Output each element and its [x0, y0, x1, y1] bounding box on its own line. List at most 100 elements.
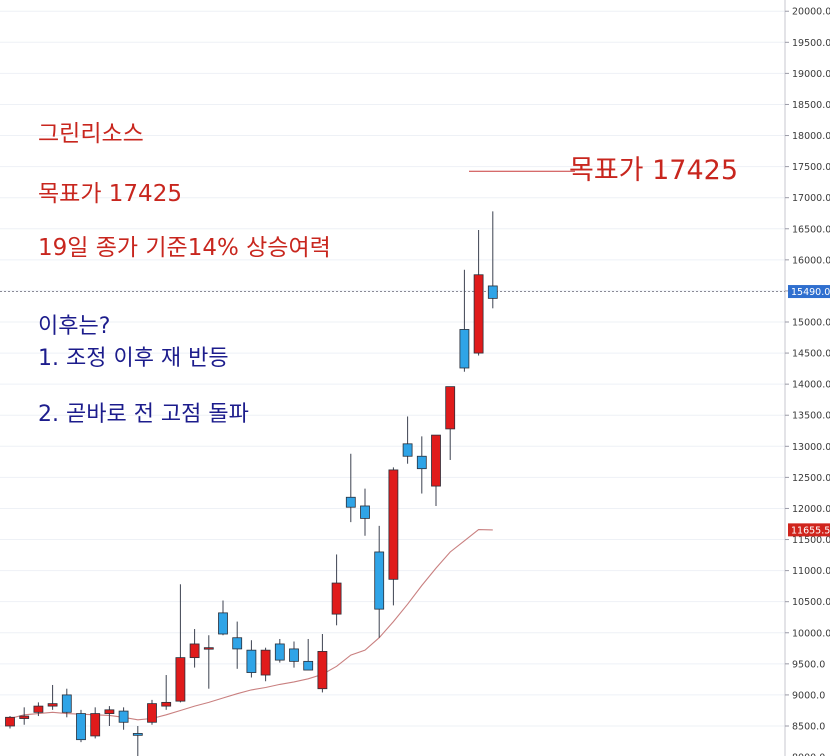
price-tick-label: 17500.0 [792, 162, 830, 173]
question-text: 이후는? [38, 314, 111, 339]
candle-body-up [147, 703, 157, 723]
candle-body-up [473, 274, 484, 354]
candle-body-up [189, 643, 200, 659]
candle [473, 230, 484, 356]
price-tick-label: 18000.0 [792, 131, 830, 142]
candle [487, 211, 498, 309]
candle-body-up [388, 469, 399, 580]
price-tick-label: 17000.0 [792, 193, 830, 204]
candle-body-up [5, 716, 15, 727]
candle [5, 716, 15, 729]
candle [246, 640, 257, 678]
candle [232, 621, 243, 669]
price-tick-label: 20000.0 [792, 7, 830, 18]
target-price-label-right: 목표가 17425 [569, 155, 738, 186]
candle [19, 707, 30, 725]
candle [331, 554, 342, 626]
ma-price-label: 11655.5 [791, 525, 830, 536]
candle [189, 629, 200, 668]
price-tick-label: 19000.0 [792, 69, 830, 80]
candle-body-down [487, 285, 498, 299]
candle [402, 416, 413, 464]
price-tick-label: 8500.0 [792, 721, 825, 732]
candle [345, 453, 356, 523]
candle-body-up [175, 657, 186, 702]
candle [203, 635, 214, 689]
candle-body-up [203, 647, 214, 650]
candle [274, 638, 285, 663]
candle-body-up [90, 713, 101, 737]
candle [147, 699, 157, 725]
candle-body-down [303, 660, 314, 671]
candle-body-up [104, 709, 115, 714]
candle-body-down [61, 694, 72, 713]
candle [260, 647, 271, 682]
candle [61, 688, 72, 718]
candle-body-up [19, 715, 30, 719]
candle [33, 702, 44, 717]
candle [175, 584, 186, 703]
candle-body-down [218, 612, 228, 635]
candle [459, 269, 470, 372]
candle [374, 525, 385, 638]
candle-body-up [260, 649, 271, 676]
price-tick-label: 9500.0 [792, 659, 825, 670]
candle-body-down [274, 643, 285, 661]
price-tick-label: 12500.0 [792, 473, 830, 484]
candle-body-up [431, 434, 441, 487]
candle [416, 436, 427, 494]
target-price-text: 목표가 17425 [38, 181, 182, 207]
option-2-text: 2. 곧바로 전 고점 돌파 [38, 402, 249, 427]
price-axis-ticks: 8000.0 8500.0 9000.0 9500.0 10000.0 10500.0 11… [785, 7, 830, 756]
price-tick-label: 8000.0 [792, 753, 825, 756]
grid-lines [0, 10, 785, 727]
candle-body-down [459, 329, 470, 369]
price-tick-label: 15000.0 [792, 317, 830, 328]
price-tick-label: 9000.0 [792, 690, 825, 701]
candle-body-up [317, 651, 328, 690]
candle-body-down [76, 713, 86, 741]
candle [47, 684, 58, 710]
candle [104, 706, 115, 726]
candle [218, 600, 228, 636]
price-tick-label: 10500.0 [792, 597, 830, 608]
candle-body-down [360, 505, 370, 519]
candle-body-down [132, 733, 143, 736]
price-tick-label: 14500.0 [792, 349, 830, 360]
candle [303, 638, 314, 671]
current-price-label: 15490.0 [791, 287, 830, 298]
candle [360, 488, 370, 536]
candle-body-down [232, 637, 243, 650]
moving-average-line [9, 529, 493, 721]
option-1-text: 1. 조정 이후 재 반등 [38, 346, 229, 371]
price-tick-label: 11500.0 [792, 535, 830, 546]
candle [388, 467, 399, 606]
price-tick-label: 16500.0 [792, 224, 830, 235]
candle [431, 434, 441, 506]
candle [161, 675, 172, 710]
current-price-tag: 15490.0 [788, 285, 830, 299]
ma-price-tag: 11655.5 [788, 523, 830, 537]
candle-body-up [161, 701, 172, 707]
candle-body-down [345, 496, 356, 508]
candle-body-down [246, 649, 257, 673]
price-tick-label: 19500.0 [792, 38, 830, 49]
candle-body-up [47, 703, 58, 707]
candles [5, 211, 498, 756]
upside-text: 19일 종가 기준14% 상승여력 [38, 235, 331, 261]
candle [90, 707, 101, 739]
candle [132, 725, 143, 756]
candle-body-down [402, 443, 413, 457]
price-tick-label: 14000.0 [792, 380, 830, 391]
candle [445, 386, 456, 460]
candle-body-up [331, 582, 342, 615]
price-tick-label: 13500.0 [792, 411, 830, 422]
stock-name: 그린리소스 [38, 121, 144, 147]
price-tick-label: 11000.0 [792, 566, 830, 577]
candle [118, 707, 129, 730]
candle-body-up [445, 386, 456, 430]
candle-body-down [416, 455, 427, 470]
price-tick-label: 12000.0 [792, 504, 830, 515]
price-tick-label: 13000.0 [792, 442, 830, 453]
